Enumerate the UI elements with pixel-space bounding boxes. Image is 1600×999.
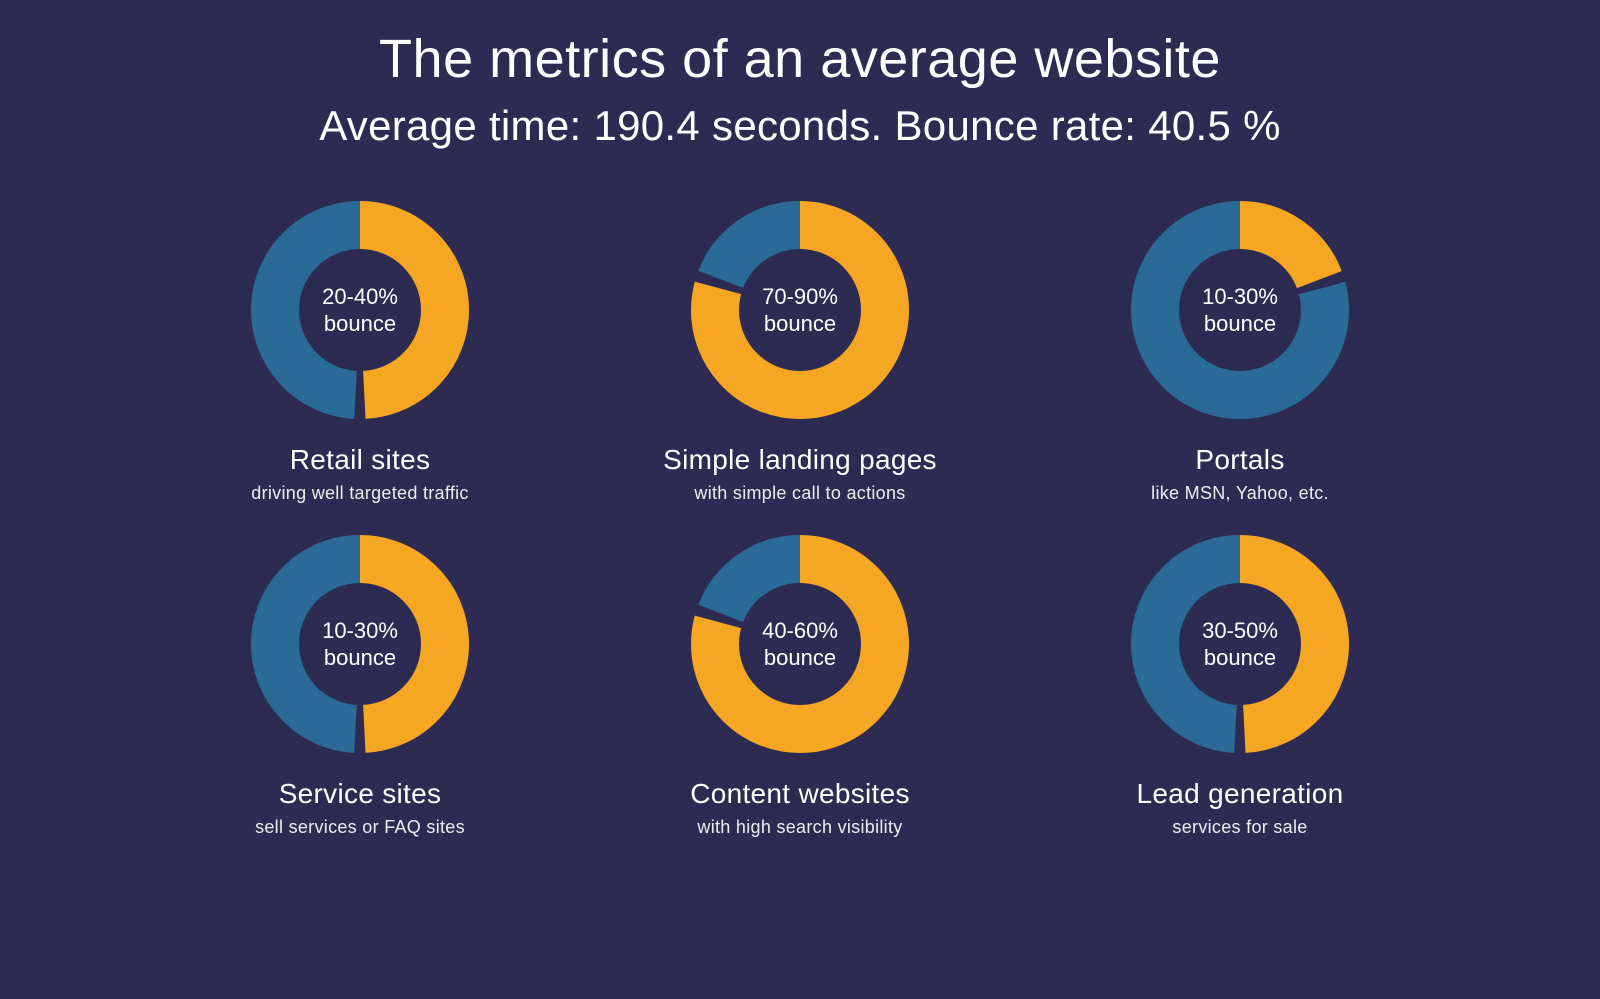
donut-bounce: bounce: [764, 310, 836, 338]
page-subtitle: Average time: 190.4 seconds. Bounce rate…: [0, 102, 1600, 150]
donut-bounce: bounce: [764, 644, 836, 672]
chart-portals: 10-30% bounce Portals like MSN, Yahoo, e…: [1050, 200, 1430, 504]
donut-leadgen: 30-50% bounce: [1130, 534, 1350, 754]
chart-sub: like MSN, Yahoo, etc.: [1151, 483, 1329, 504]
chart-title: Retail sites: [290, 444, 431, 476]
donut-percent: 10-30%: [322, 617, 398, 645]
chart-title: Lead generation: [1137, 778, 1344, 810]
donut-bounce: bounce: [324, 644, 396, 672]
chart-title: Simple landing pages: [663, 444, 937, 476]
chart-title: Portals: [1195, 444, 1284, 476]
donut-retail: 20-40% bounce: [250, 200, 470, 420]
donut-percent: 10-30%: [1202, 283, 1278, 311]
donut-percent: 70-90%: [762, 283, 838, 311]
donut-landing: 70-90% bounce: [690, 200, 910, 420]
chart-sub: with high search visibility: [697, 817, 902, 838]
chart-content: 40-60% bounce Content websites with high…: [610, 534, 990, 838]
donut-service: 10-30% bounce: [250, 534, 470, 754]
chart-service: 10-30% bounce Service sites sell service…: [170, 534, 550, 838]
chart-sub: with simple call to actions: [694, 483, 905, 504]
donut-percent: 30-50%: [1202, 617, 1278, 645]
chart-title: Service sites: [279, 778, 442, 810]
donut-center-label: 10-30% bounce: [1130, 200, 1350, 420]
donut-bounce: bounce: [1204, 644, 1276, 672]
header: The metrics of an average website Averag…: [0, 0, 1600, 150]
chart-sub: sell services or FAQ sites: [255, 817, 465, 838]
donut-center-label: 40-60% bounce: [690, 534, 910, 754]
donut-percent: 20-40%: [322, 283, 398, 311]
chart-grid: 20-40% bounce Retail sites driving well …: [0, 150, 1600, 838]
donut-center-label: 20-40% bounce: [250, 200, 470, 420]
page-title: The metrics of an average website: [0, 28, 1600, 90]
donut-center-label: 70-90% bounce: [690, 200, 910, 420]
chart-leadgen: 30-50% bounce Lead generation services f…: [1050, 534, 1430, 838]
chart-sub: driving well targeted traffic: [251, 483, 468, 504]
chart-landing: 70-90% bounce Simple landing pages with …: [610, 200, 990, 504]
chart-retail: 20-40% bounce Retail sites driving well …: [170, 200, 550, 504]
donut-portals: 10-30% bounce: [1130, 200, 1350, 420]
donut-percent: 40-60%: [762, 617, 838, 645]
donut-center-label: 30-50% bounce: [1130, 534, 1350, 754]
donut-center-label: 10-30% bounce: [250, 534, 470, 754]
chart-title: Content websites: [690, 778, 910, 810]
chart-sub: services for sale: [1172, 817, 1307, 838]
donut-bounce: bounce: [1204, 310, 1276, 338]
donut-bounce: bounce: [324, 310, 396, 338]
donut-content: 40-60% bounce: [690, 534, 910, 754]
